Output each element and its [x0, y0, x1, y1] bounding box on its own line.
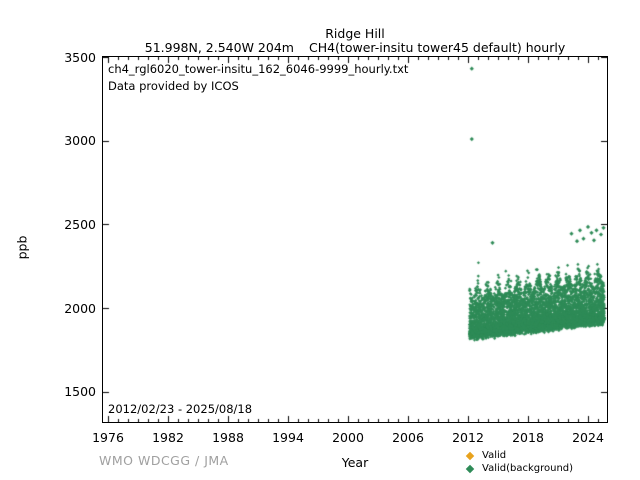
plot-border — [102, 56, 608, 423]
y-tick-label: 2000 — [64, 300, 96, 316]
legend: Valid Valid(background) — [464, 449, 573, 475]
y-axis-label: ppb — [14, 235, 30, 260]
x-axis-label: Year — [341, 455, 369, 470]
annotation-filename: ch4_rgl6020_tower-insitu_162_6046-9999_h… — [108, 62, 409, 76]
x-tick-label: 2018 — [512, 430, 544, 445]
x-tick-label: 1994 — [272, 430, 304, 445]
y-tick-label: 3500 — [64, 49, 96, 65]
y-tick-label: 2500 — [64, 216, 96, 232]
chart-title: Ridge Hill — [325, 26, 385, 41]
x-tick-label: 2024 — [572, 430, 604, 445]
chart-subtitle: 51.998N, 2.540W 204m CH4(tower-insitu to… — [103, 40, 607, 55]
scatter-canvas — [103, 57, 607, 422]
legend-label-valid: Valid — [482, 450, 507, 461]
credit-watermark: WMO WDCGG / JMA — [99, 453, 229, 468]
parameter-label: CH4(tower-insitu tower45 default) hourly — [308, 40, 566, 55]
x-tick-label: 1988 — [212, 430, 244, 445]
legend-item-valid: Valid — [464, 449, 573, 462]
valid-diamond-icon — [465, 451, 475, 460]
x-tick-label: 2012 — [452, 430, 484, 445]
x-tick-label: 2000 — [332, 430, 364, 445]
legend-item-valid-background: Valid(background) — [464, 462, 573, 475]
x-tick-label: 1976 — [92, 430, 124, 445]
station-coordinates: 51.998N, 2.540W 204m — [144, 40, 294, 55]
y-tick-label: 1500 — [64, 384, 96, 400]
legend-label-valid-background: Valid(background) — [482, 463, 574, 474]
annotation-date-range: 2012/02/23 - 2025/08/18 — [108, 402, 253, 416]
valid-background-diamond-icon — [465, 464, 475, 473]
x-tick-label: 2006 — [392, 430, 424, 445]
x-tick-label: 1982 — [152, 430, 184, 445]
y-tick-label: 3000 — [64, 133, 96, 149]
annotation-provider: Data provided by ICOS — [108, 79, 239, 93]
